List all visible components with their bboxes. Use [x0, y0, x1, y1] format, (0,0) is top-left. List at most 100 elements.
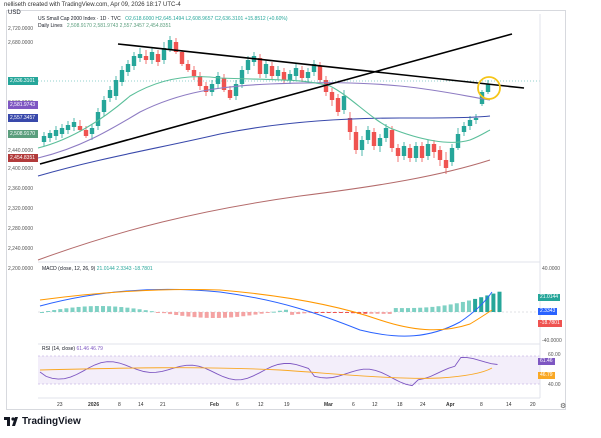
macd-histogram-bar	[137, 309, 142, 312]
macd-histogram-bar	[473, 298, 478, 312]
macd-legend[interactable]: MACD (close, 12, 26, 9) 21.0144 2.3343 -…	[42, 266, 153, 272]
sma200-line	[37, 159, 491, 261]
candle-body	[203, 86, 209, 92]
candle-body	[155, 54, 161, 62]
candle-body	[221, 78, 227, 90]
time-tick-label: 23	[57, 402, 63, 408]
macd-histogram-bar	[192, 312, 197, 318]
macd-histogram-bar	[290, 312, 295, 315]
candle-body	[71, 122, 77, 127]
candle-body	[89, 128, 95, 134]
macd-histogram-bar	[82, 306, 87, 312]
sma50-line	[37, 82, 491, 159]
macd-histogram-bar	[284, 309, 288, 312]
macd-histogram-bar	[149, 311, 154, 313]
macd-histogram-bar	[418, 307, 423, 312]
macd-histogram-bar	[131, 308, 136, 312]
falling-trendline	[117, 43, 525, 89]
macd-histogram-bar	[491, 293, 496, 312]
candle-body	[389, 130, 395, 148]
gear-icon[interactable]: ⚙	[560, 403, 567, 410]
candle-body	[53, 130, 59, 136]
macd-histogram-bar	[46, 311, 51, 313]
candlestick-series	[41, 36, 491, 174]
moving-averages	[37, 76, 540, 261]
candle-body	[347, 118, 353, 132]
macd-legend-values: 21.0144 2.3343 -18.7801	[96, 266, 153, 272]
macd-histogram-bar	[198, 312, 203, 318]
candle-body	[137, 54, 143, 58]
macd-histogram-bar	[332, 312, 337, 313]
candle-body	[443, 160, 449, 168]
candle-body	[431, 144, 437, 152]
time-tick-label: 24	[420, 402, 426, 408]
candle-body	[299, 70, 305, 78]
macd-histogram-bar	[308, 312, 313, 313]
candle-body	[269, 66, 275, 76]
macd-histogram-bar	[302, 312, 307, 314]
candle-body	[185, 64, 191, 70]
price-tick-label: 2,720.0000	[8, 26, 34, 32]
time-tick-label: 12	[372, 402, 378, 408]
macd-histogram-bar	[162, 312, 166, 314]
macd-histogram-bar	[259, 312, 264, 314]
candle-body	[371, 132, 377, 146]
time-tick-label: 20	[530, 402, 536, 408]
ohlc-values: O2,618.6000 H2,645.1494 L2,608.9657 C2,6…	[125, 16, 288, 22]
time-tick-label: Feb	[210, 402, 219, 408]
macd-histogram-bar	[52, 310, 57, 312]
candle-body	[377, 138, 383, 146]
macd-histogram-bar	[204, 312, 209, 318]
candle-body	[485, 84, 491, 92]
candle-body	[239, 70, 245, 84]
candle-body	[455, 134, 461, 148]
macd-histogram-bar	[277, 310, 282, 312]
candle-body	[407, 148, 413, 158]
candle-body	[245, 60, 251, 70]
candle-body	[281, 72, 287, 80]
candle-body	[395, 148, 401, 156]
candle-body	[449, 148, 455, 162]
daily-lines-label[interactable]: Daily Lines	[38, 23, 63, 29]
macd-histogram-bar	[454, 303, 459, 312]
time-tick-label: Apr	[446, 402, 455, 408]
candle-body	[233, 84, 239, 96]
macd-histogram-bar	[326, 312, 331, 313]
candle-body	[311, 64, 317, 72]
macd-value-box: -18.7801	[538, 320, 562, 327]
macd-histogram-bar	[101, 306, 105, 312]
candle-body	[419, 146, 425, 158]
macd-histogram-bar	[216, 312, 221, 318]
symbol-label[interactable]: US Small Cap 2000 Index · 1D · TVC	[38, 16, 121, 22]
time-tick-label: 6	[352, 402, 355, 408]
rsi-legend[interactable]: RSI (14, close) 61.46 46.79	[42, 346, 103, 352]
macd-histogram-bar	[375, 312, 380, 314]
candle-body	[305, 72, 311, 78]
candle-body	[473, 118, 479, 120]
macd-value-box: 2.3343	[538, 308, 558, 315]
candle-body	[461, 126, 467, 132]
macd-histogram-bar	[265, 312, 270, 313]
candle-body	[47, 133, 53, 138]
time-tick-label: Mar	[324, 402, 333, 408]
macd-histogram-bar	[125, 307, 130, 312]
macd-histogram-bar	[223, 312, 227, 318]
macd-histogram-bar	[119, 307, 124, 312]
macd-pane	[38, 288, 540, 337]
candle-body	[479, 92, 485, 104]
candle-body	[437, 150, 443, 160]
price-tick-label: 2,440.0000	[8, 148, 34, 154]
rsi-band	[38, 356, 540, 384]
rsi-legend-values: 61.46 46.79	[76, 346, 103, 352]
time-tick-label: 8	[118, 402, 121, 408]
candle-body	[107, 90, 113, 98]
candle-body	[101, 100, 107, 112]
macd-value-box: 21.0144	[538, 294, 561, 301]
price-value-box: 2,636.3101	[8, 77, 38, 85]
price-tick-label: 2,200.0000	[8, 266, 34, 272]
macd-histogram-bar	[247, 312, 252, 316]
candle-body	[167, 40, 173, 50]
macd-histogram-bar	[467, 300, 471, 312]
time-tick-label: 8	[480, 402, 483, 408]
